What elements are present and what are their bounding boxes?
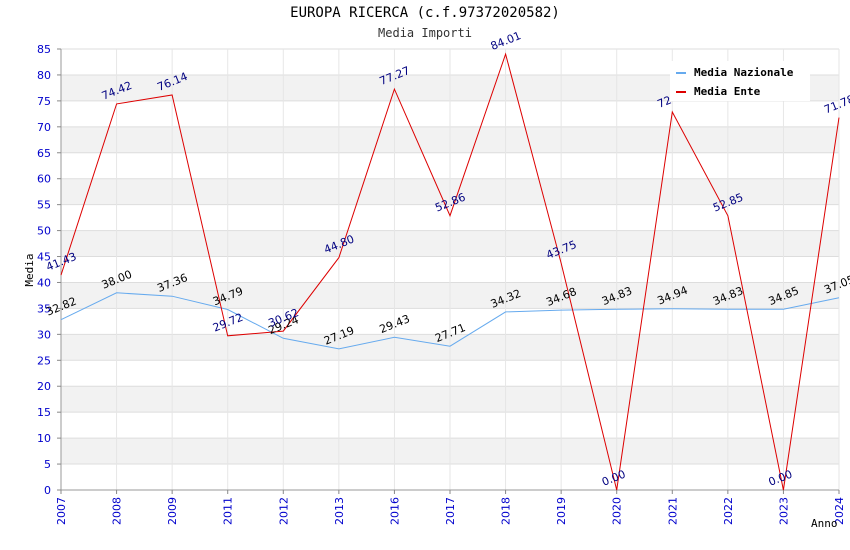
y-tick-label: 85 [37,43,51,56]
y-tick-label: 10 [37,432,51,445]
x-tick-label: 2017 [444,497,457,525]
y-tick-label: 35 [37,302,51,315]
y-tick-label: 75 [37,95,51,108]
y-tick-label: 65 [37,147,51,160]
x-tick-label: 2021 [666,497,679,525]
y-tick-label: 25 [37,354,51,367]
legend-box [670,61,810,101]
data-label: 0.00 [600,468,628,489]
y-tick-label: 30 [37,328,51,341]
grid-lines [60,48,840,491]
chart-subtitle: Media Importi [378,26,472,40]
y-tick-label: 40 [37,276,51,289]
x-tick-label: 2020 [611,497,624,525]
x-tick-label: 2008 [111,497,124,525]
data-label: 72 [656,94,674,111]
x-tick-label: 2007 [55,497,68,525]
x-tick-label: 2013 [333,497,346,525]
y-axis-label: Media [23,253,36,286]
chart-title: EUROPA RICERCA (c.f.97372020582) [290,5,560,21]
series-line-media-ente [60,52,840,491]
x-axis-ticks: 2007 2008 2009 2011 2012 2013 2016 2017 2018 2019… [55,490,846,525]
x-tick-label: 2023 [777,497,790,525]
y-tick-label: 70 [37,121,51,134]
x-tick-label: 2012 [277,497,290,525]
series-line-media-nazionale [60,292,840,350]
y-tick-label: 20 [37,380,51,393]
y-tick-label: 5 [44,458,51,471]
y-tick-label: 50 [37,225,51,238]
y-tick-label: 55 [37,199,51,212]
data-label: 0.00 [767,468,795,489]
legend-label: Media Ente [694,85,761,98]
y-tick-label: 15 [37,406,51,419]
x-tick-label: 2024 [833,497,846,525]
series-lines [60,52,840,491]
x-tick-label: 2009 [166,497,179,525]
x-tick-label: 2019 [555,497,568,525]
x-tick-label: 2018 [500,497,513,525]
x-tick-label: 2022 [722,497,735,525]
y-tick-label: 45 [37,251,51,264]
x-tick-label: 2011 [222,497,235,525]
x-axis-label: Anno [811,517,838,530]
x-tick-label: 2016 [388,497,401,525]
y-tick-label: 80 [37,69,51,82]
y-tick-label: 0 [44,484,51,497]
legend-label: Media Nazionale [694,66,794,79]
legend: Media Nazionale Media Ente [670,61,810,101]
y-axis-ticks: 0 5 10 15 20 25 30 35 40 45 50 55 60 65 70 75 80 85 [37,43,61,497]
y-tick-label: 60 [37,173,51,186]
